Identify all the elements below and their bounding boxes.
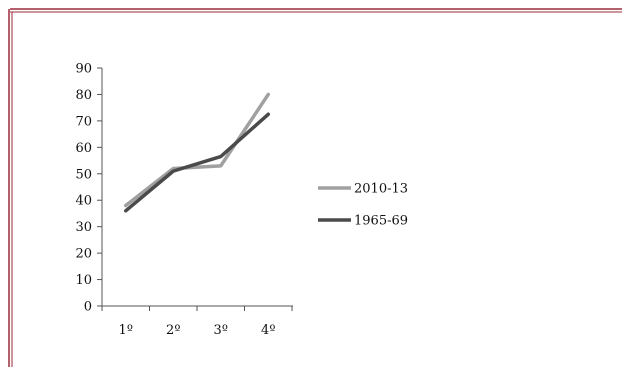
y-tick-label: 70 <box>75 114 92 129</box>
x-tick-label: 1º <box>119 323 133 338</box>
y-tick-label: 60 <box>75 141 92 156</box>
series-line-2010-13 <box>124 92 270 208</box>
axes <box>101 68 293 307</box>
series-lines <box>124 92 270 213</box>
y-tick-label: 80 <box>75 88 92 103</box>
y-axis-ticks: 0 10 20 30 40 50 60 70 80 90 <box>75 62 102 315</box>
x-tick-label: 4º <box>261 323 275 338</box>
legend-label: 2010-13 <box>354 182 408 197</box>
y-tick-label: 10 <box>75 273 92 288</box>
legend: 2010-13 1965-69 <box>318 182 408 229</box>
legend-label: 1965-69 <box>354 214 408 229</box>
frame-border <box>8 8 622 367</box>
x-tick-label: 2º <box>166 323 180 338</box>
y-tick-label: 50 <box>75 167 92 182</box>
y-tick-label: 30 <box>75 220 92 235</box>
series-line-1965-69 <box>124 112 270 213</box>
y-tick-label: 0 <box>84 300 92 315</box>
x-tick-label: 3º <box>214 323 228 338</box>
y-tick-label: 90 <box>75 62 92 77</box>
x-axis-ticks: 1º 2º 3º 4º <box>101 306 293 338</box>
y-tick-label: 40 <box>75 194 92 209</box>
y-tick-label: 20 <box>75 247 92 262</box>
